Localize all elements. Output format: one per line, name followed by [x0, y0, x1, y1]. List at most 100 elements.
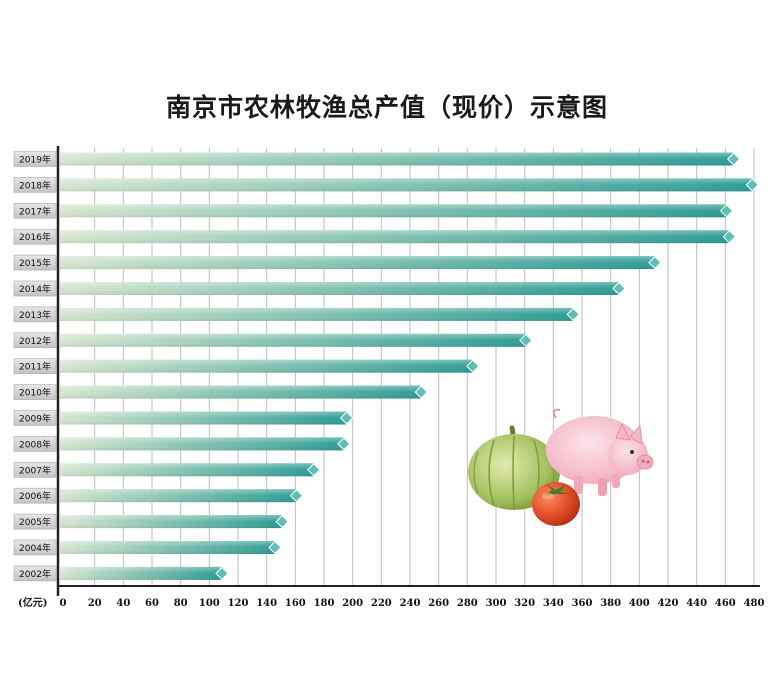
year-label-box	[13, 539, 57, 556]
x-axis: (亿元) 0 20 40 60 80 100 120 140 160 180 200 220 240 260…	[18, 146, 764, 609]
bar-tip	[339, 411, 354, 425]
year-label: 2008年	[19, 438, 51, 450]
x-tick-label: 120	[228, 598, 249, 609]
bar-shade	[60, 489, 297, 503]
year-label-box	[13, 358, 57, 375]
x-tick-label: 240	[400, 598, 421, 609]
year-label: 2018年	[19, 179, 51, 191]
bar-shade	[60, 282, 619, 295]
bar-tip	[519, 333, 533, 348]
year-label-box	[13, 436, 57, 452]
year-label: 2012年	[19, 335, 51, 347]
bar-shade	[60, 411, 347, 425]
year-label: 2013年	[19, 309, 51, 321]
x-tick-label: 360	[572, 598, 593, 609]
x-tick-label: 400	[629, 598, 650, 609]
x-tick-label: 340	[543, 598, 564, 609]
x-tick-label: 200	[342, 598, 363, 609]
x-tick-label: 460	[715, 598, 736, 609]
unit-label: (亿元)	[18, 596, 47, 609]
bar-shade	[60, 204, 727, 218]
bar-shade	[60, 566, 222, 580]
year-label-box	[13, 513, 57, 530]
x-tick-label: 480	[744, 598, 765, 609]
x-tick-label: 100	[199, 598, 220, 609]
bar-shade	[60, 256, 655, 270]
bar-shade	[60, 385, 422, 399]
bar-tip	[275, 514, 289, 529]
x-tick-label: 40	[116, 598, 130, 609]
bar-shade	[60, 333, 526, 347]
bar-shade	[60, 178, 753, 192]
x-tick-label: 420	[658, 598, 679, 609]
bar-shade	[60, 359, 473, 373]
bar-tip	[414, 385, 428, 399]
year-label: 2017年	[19, 205, 51, 217]
year-label-box	[13, 461, 57, 478]
bar-tip	[215, 566, 229, 581]
pig-icon	[546, 408, 654, 496]
x-tick-label: 160	[285, 598, 306, 609]
x-tick-label: 260	[428, 598, 449, 609]
year-label: 2009年	[19, 413, 51, 425]
x-tick-label: 220	[371, 598, 392, 609]
bar-tip	[337, 437, 351, 451]
year-label: 2002年	[19, 568, 51, 580]
year-label-box	[13, 332, 57, 349]
x-tick-label: 440	[686, 598, 707, 609]
year-label-box	[13, 177, 57, 193]
tomato-icon	[532, 482, 580, 526]
x-tick-label: 20	[88, 598, 102, 609]
year-label: 2019年	[19, 154, 51, 166]
bar-tip	[745, 178, 760, 192]
bar-tip	[268, 540, 282, 555]
x-tick-label: 300	[486, 598, 507, 609]
bar-tip	[719, 204, 734, 218]
decorations	[468, 408, 654, 526]
bar-tip	[566, 307, 580, 322]
year-label-box	[13, 306, 57, 323]
year-label: 2007年	[19, 464, 51, 476]
year-label-box	[13, 487, 57, 504]
x-tick-label: 380	[600, 598, 621, 609]
year-label-box	[13, 384, 57, 400]
bar-tip	[289, 488, 304, 503]
year-label: 2014年	[19, 283, 51, 295]
year-label-box	[13, 254, 57, 271]
bar-shade	[60, 541, 275, 554]
x-tick-label: 180	[314, 598, 335, 609]
year-label-box	[13, 410, 57, 426]
bar-shade	[60, 152, 734, 166]
x-tick-label: 280	[457, 598, 478, 609]
year-label: 2015年	[19, 257, 51, 269]
bar-tip	[306, 463, 321, 477]
bar-shade	[60, 307, 574, 321]
bar-shade	[60, 437, 344, 451]
year-label: 2004年	[19, 542, 51, 554]
year-label: 2011年	[19, 361, 51, 373]
x-tick-label: 320	[514, 598, 535, 609]
bar-tip	[722, 229, 737, 244]
year-label-box	[13, 203, 57, 219]
year-label: 2006年	[19, 490, 51, 502]
year-label-box	[13, 151, 57, 167]
x-tick-label: 0	[60, 598, 67, 609]
chart-title: 南京市农林牧渔总产值（现价）示意图	[165, 93, 608, 122]
bar-tip	[612, 281, 626, 296]
bar-tip	[726, 152, 741, 166]
bar-shade	[60, 463, 314, 477]
x-tick-label: 80	[174, 598, 188, 609]
year-label-box	[13, 228, 57, 245]
year-label: 2005年	[19, 516, 51, 528]
year-label-box	[13, 280, 57, 297]
bar-shade	[60, 515, 283, 529]
x-tick-label: 140	[256, 598, 277, 609]
year-label: 2016年	[19, 231, 51, 243]
year-label-box	[13, 565, 57, 582]
x-tick-label: 60	[145, 598, 159, 609]
bar-tip	[466, 359, 480, 373]
bar-tip	[648, 255, 662, 270]
bar-shade	[60, 230, 730, 244]
bars: 2019年 2018年 2017年 2016年 2015年 2014年 2013年 2012年…	[13, 151, 760, 582]
